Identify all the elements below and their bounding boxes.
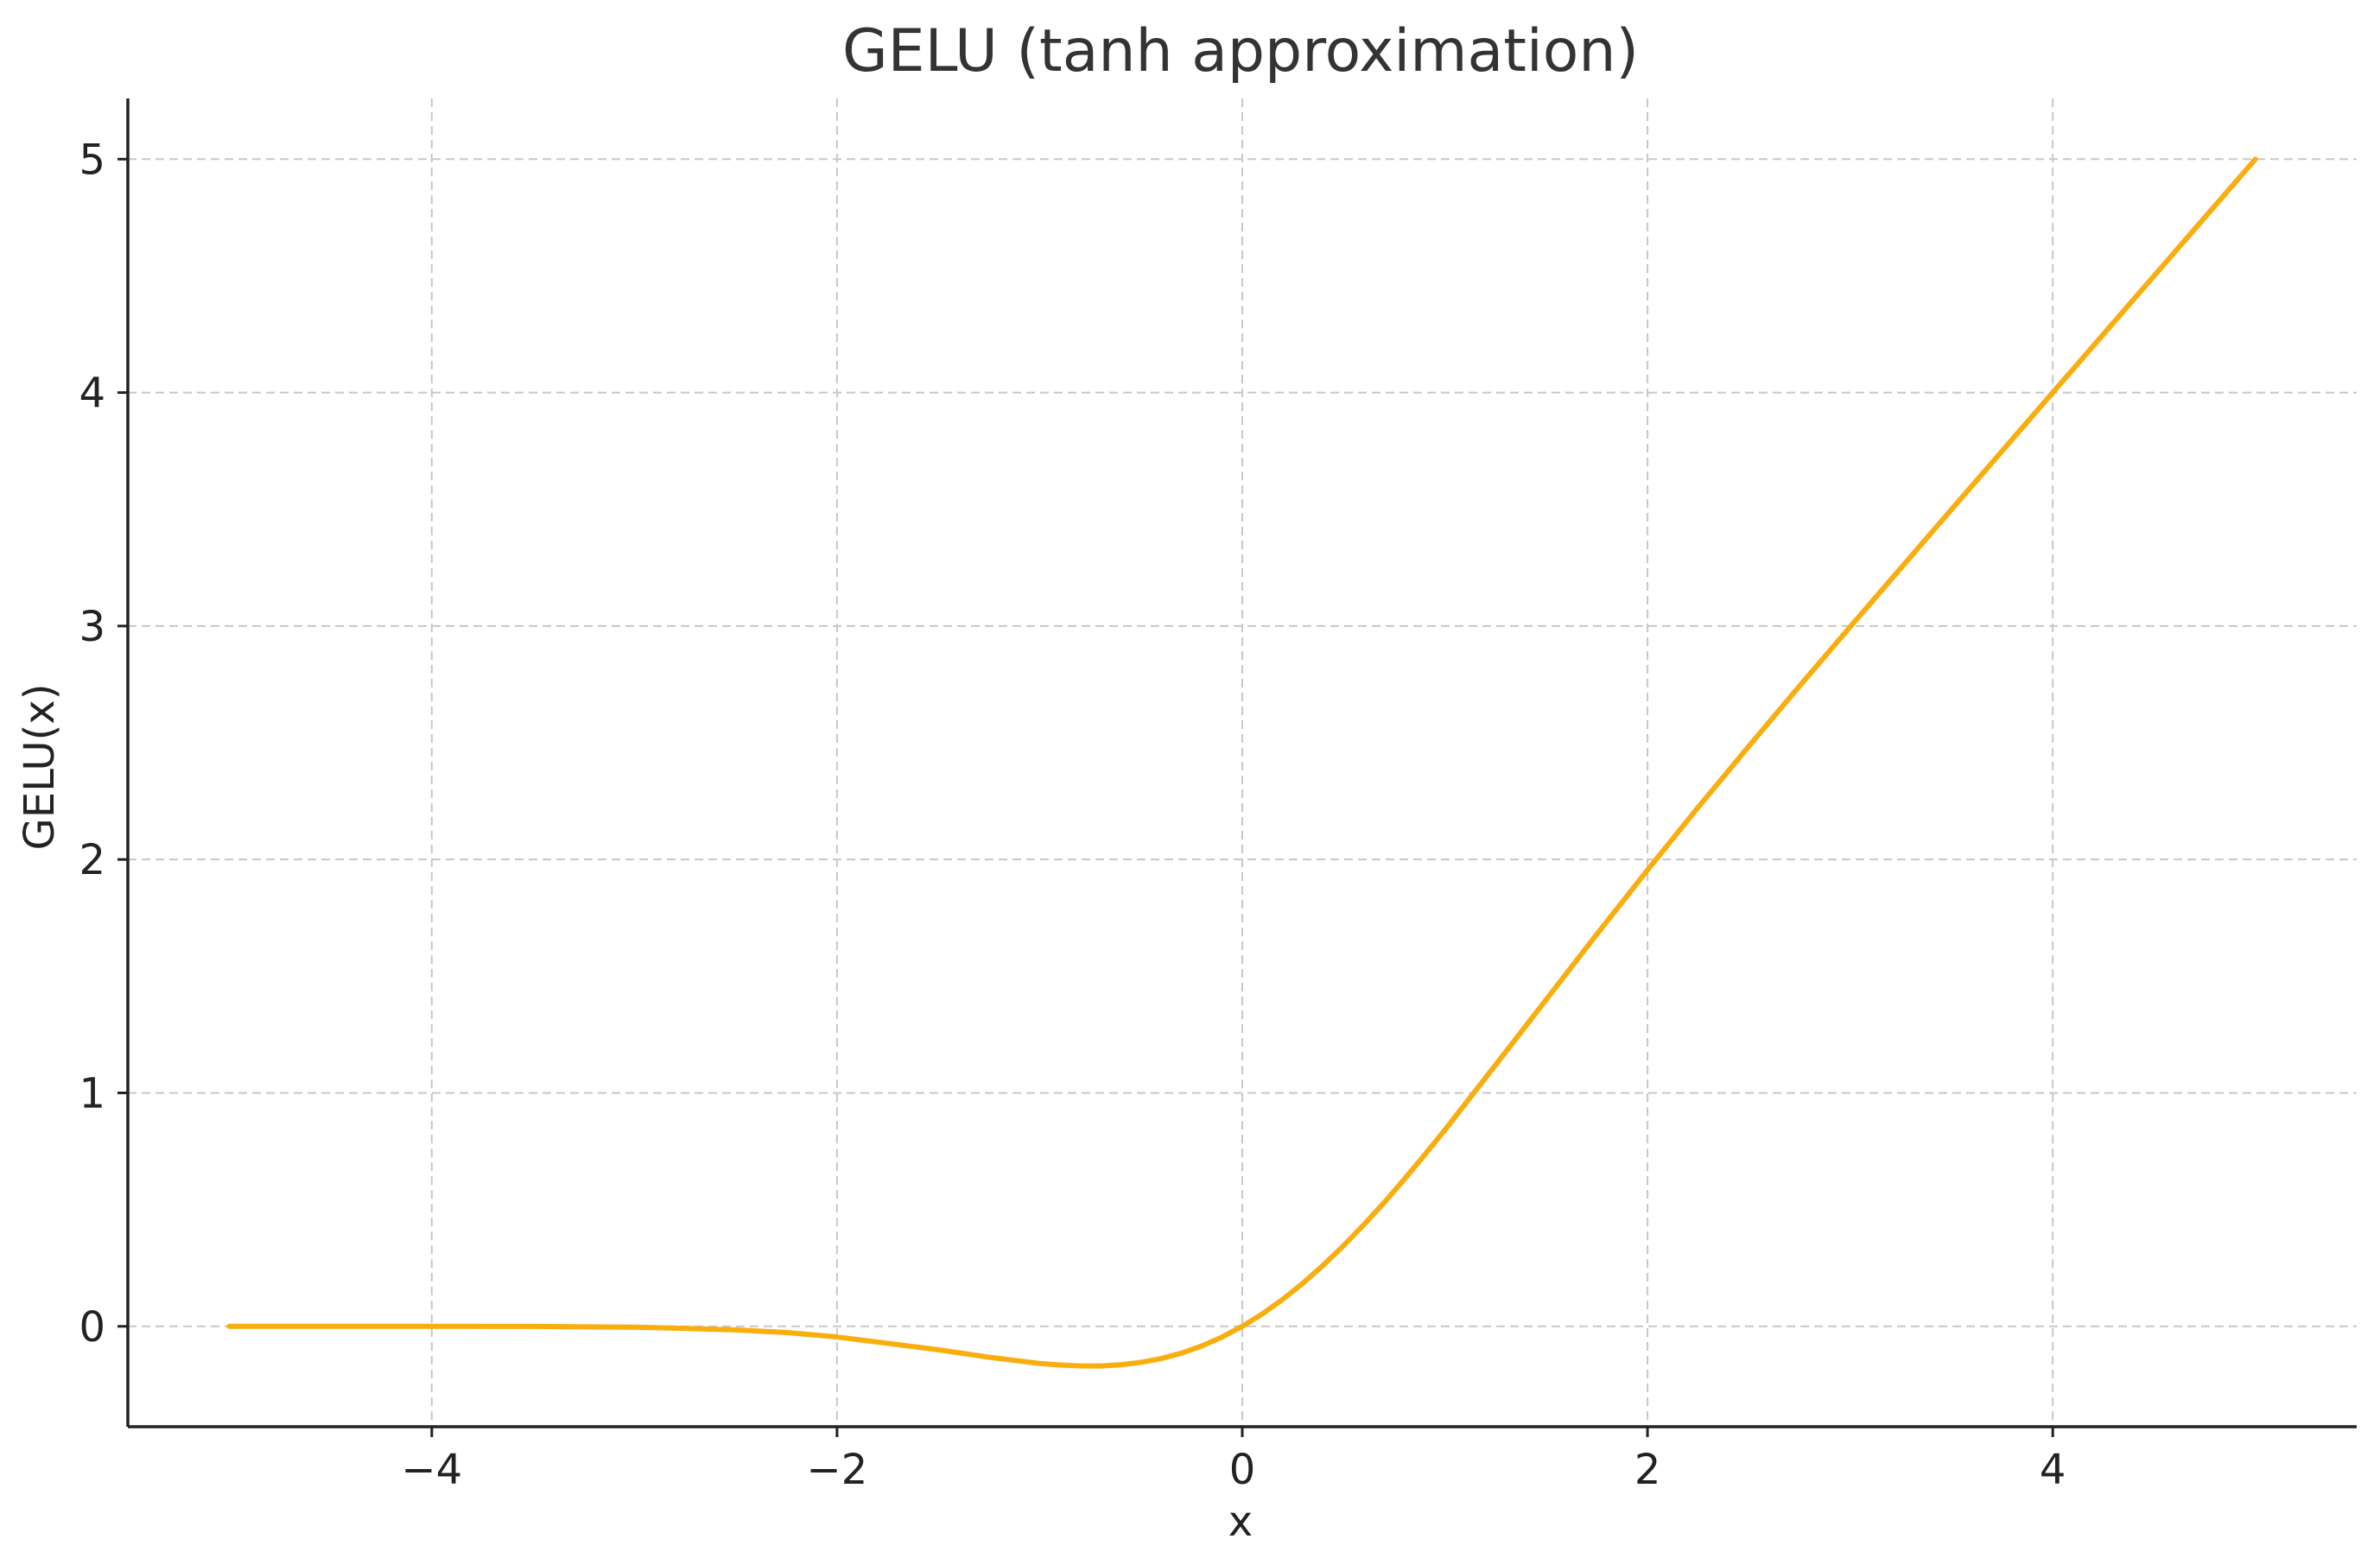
y-axis-label: GELU(x): [16, 684, 64, 851]
x-tick-label: 2: [1634, 1446, 1661, 1494]
y-tick-label: 0: [79, 1303, 105, 1352]
x-tick-label: −4: [401, 1446, 462, 1494]
grid: [128, 98, 2357, 1427]
x-axis-label: x: [1228, 1498, 1253, 1546]
x-tick-label: −2: [807, 1446, 868, 1494]
y-tick-label: 5: [79, 136, 105, 184]
y-tick-label: 1: [79, 1069, 105, 1118]
y-tick-label: 2: [79, 836, 105, 884]
ticks: −4 −2 0 2 4 0 1 2 3 4 5: [79, 136, 2066, 1494]
y-tick-label: 4: [79, 370, 105, 418]
series-line: [226, 156, 2258, 1369]
chart-title: GELU (tanh approximation): [842, 17, 1639, 86]
y-tick-label: 3: [79, 603, 105, 651]
series-layer: [226, 156, 2258, 1369]
x-tick-label: 4: [2040, 1446, 2066, 1494]
x-tick-label: 0: [1229, 1446, 1256, 1494]
